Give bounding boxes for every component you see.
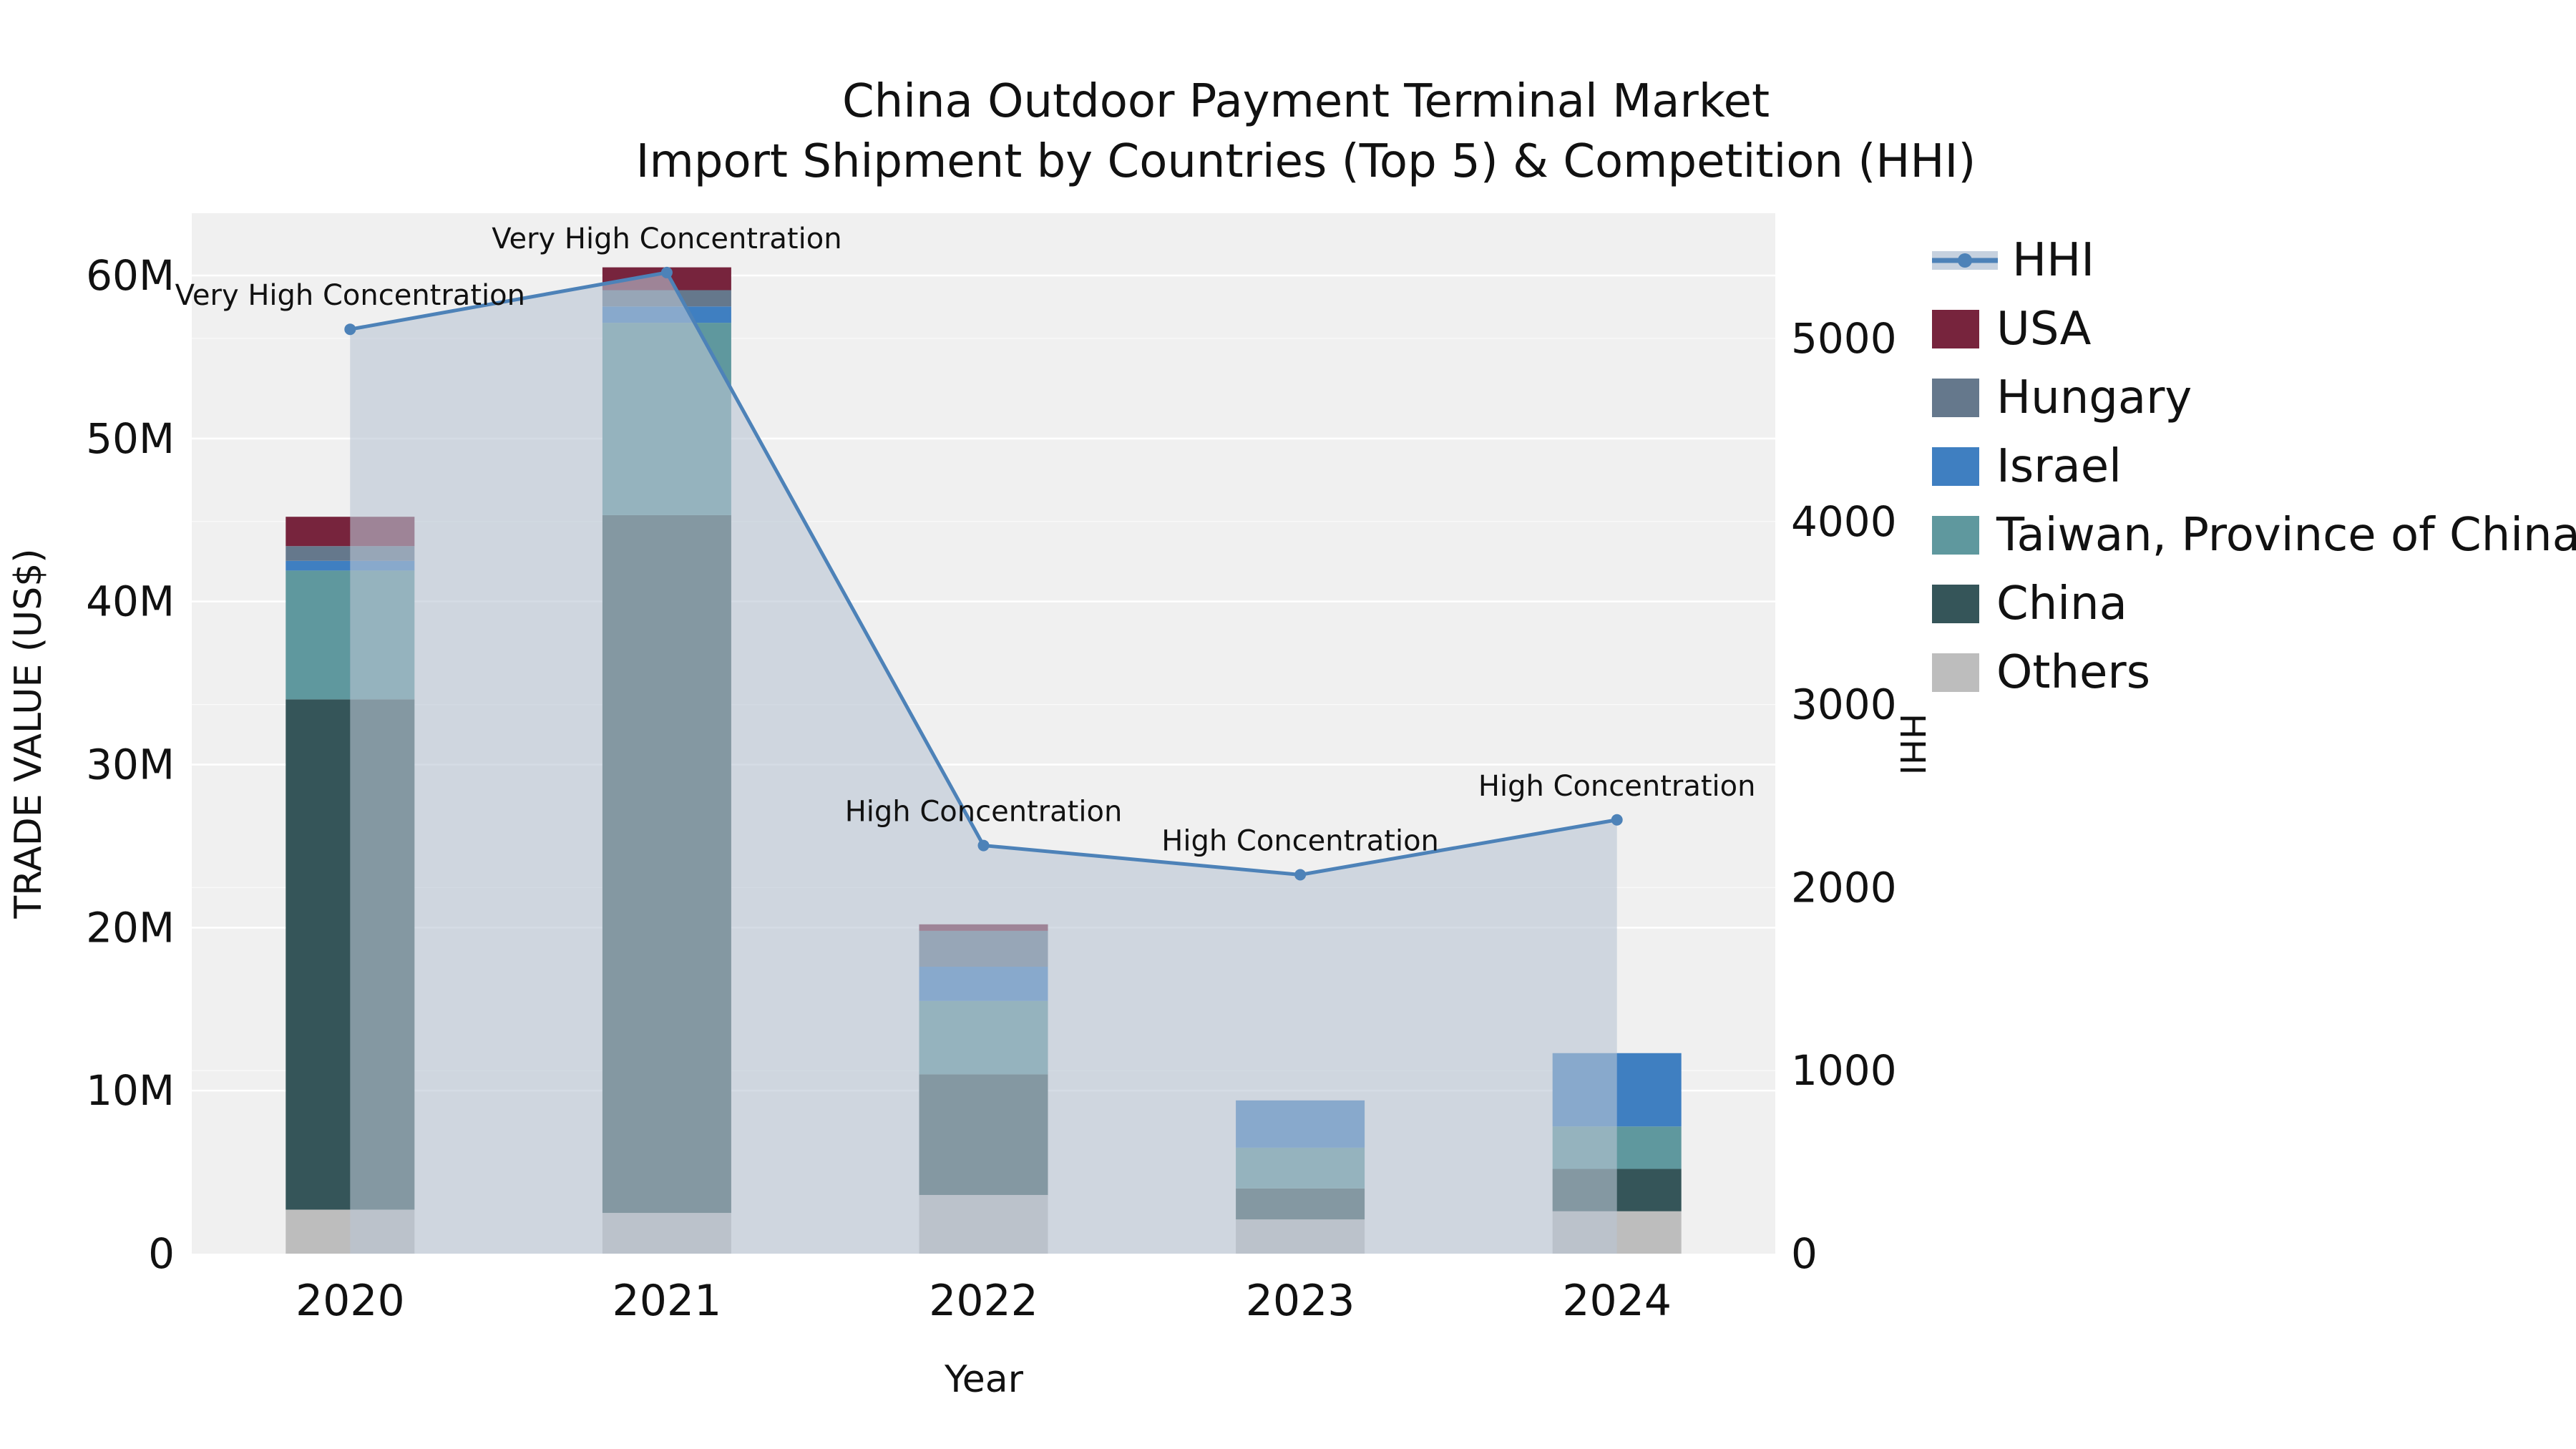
annotation-2022: High Concentration — [845, 796, 1123, 829]
x-tick-2021: 2021 — [613, 1276, 722, 1326]
y-axis-right-title: HHI — [1892, 713, 1932, 776]
chart-title: China Outdoor Payment Terminal Market Im… — [636, 72, 1976, 192]
annotation-2023: High Concentration — [1161, 824, 1439, 857]
annotation-2020: Very High Concentration — [175, 279, 525, 312]
legend-item-israel: Israel — [1932, 440, 2576, 493]
china-color-swatch — [1932, 585, 1979, 623]
hhi-marker-2024 — [1611, 814, 1623, 826]
legend-item-usa: USA — [1932, 303, 2576, 356]
y-axis-left-title: TRADE VALUE (US$) — [7, 548, 50, 919]
legend-label-usa: USA — [1996, 303, 2092, 356]
annotation-2021: Very High Concentration — [492, 223, 841, 255]
chart-title-line1: China Outdoor Payment Terminal Market — [841, 75, 1770, 128]
hhi-marker-2023 — [1294, 869, 1307, 881]
y-left-tick-20M: 20M — [86, 903, 175, 952]
x-tick-2022: 2022 — [929, 1276, 1038, 1326]
chart-title-line2: Import Shipment by Countries (Top 5) & C… — [635, 135, 1976, 189]
y-right-tick-2000: 2000 — [1791, 863, 1897, 912]
legend-item-hungary: Hungary — [1932, 371, 2576, 424]
y-right-tick-3000: 3000 — [1791, 680, 1897, 729]
legend-label-israel: Israel — [1996, 440, 2122, 493]
hhi-marker-dot — [1958, 253, 1972, 268]
legend-label-hungary: Hungary — [1996, 371, 2192, 424]
legend-label-china: China — [1996, 577, 2127, 630]
legend-item-taiwan: Taiwan, Province of China — [1932, 509, 2576, 562]
legend-label-taiwan: Taiwan, Province of China — [1996, 509, 2576, 562]
usa-color-swatch — [1932, 310, 1979, 348]
hhi-line-swatch — [1932, 251, 1998, 270]
x-tick-2024: 2024 — [1562, 1276, 1672, 1326]
legend-item-others: Others — [1932, 646, 2576, 699]
israel-color-swatch — [1932, 447, 1979, 486]
legend-label-hhi: HHI — [2012, 234, 2095, 287]
legend-item-china: China — [1932, 577, 2576, 630]
y-left-tick-0: 0 — [148, 1229, 175, 1278]
y-right-tick-0: 0 — [1791, 1229, 1818, 1278]
y-left-tick-60M: 60M — [86, 251, 175, 300]
others-color-swatch — [1932, 653, 1979, 692]
hhi-marker-2020 — [344, 323, 356, 336]
x-tick-2023: 2023 — [1246, 1276, 1355, 1326]
y-right-tick-4000: 4000 — [1791, 497, 1897, 546]
y-left-tick-50M: 50M — [86, 414, 175, 463]
y-left-tick-30M: 30M — [86, 741, 175, 789]
y-right-tick-1000: 1000 — [1791, 1046, 1897, 1095]
hungary-color-swatch — [1932, 379, 1979, 417]
legend-label-others: Others — [1996, 646, 2151, 699]
legend-item-hhi: HHI — [1932, 234, 2576, 287]
y-left-tick-40M: 40M — [86, 577, 175, 626]
hhi-marker-2021 — [660, 266, 673, 278]
hhi-area-fill — [350, 272, 1617, 1254]
taiwan-color-swatch — [1932, 516, 1979, 555]
y-left-tick-10M: 10M — [86, 1066, 175, 1115]
legend: HHI USA Hungary Israel Taiwan, Province … — [1932, 234, 2576, 717]
annotation-2024: High Concentration — [1478, 770, 1756, 803]
hhi-marker-2022 — [977, 839, 990, 852]
y-right-tick-5000: 5000 — [1791, 314, 1897, 363]
x-tick-2020: 2020 — [296, 1276, 405, 1326]
x-axis-title: Year — [944, 1358, 1024, 1401]
